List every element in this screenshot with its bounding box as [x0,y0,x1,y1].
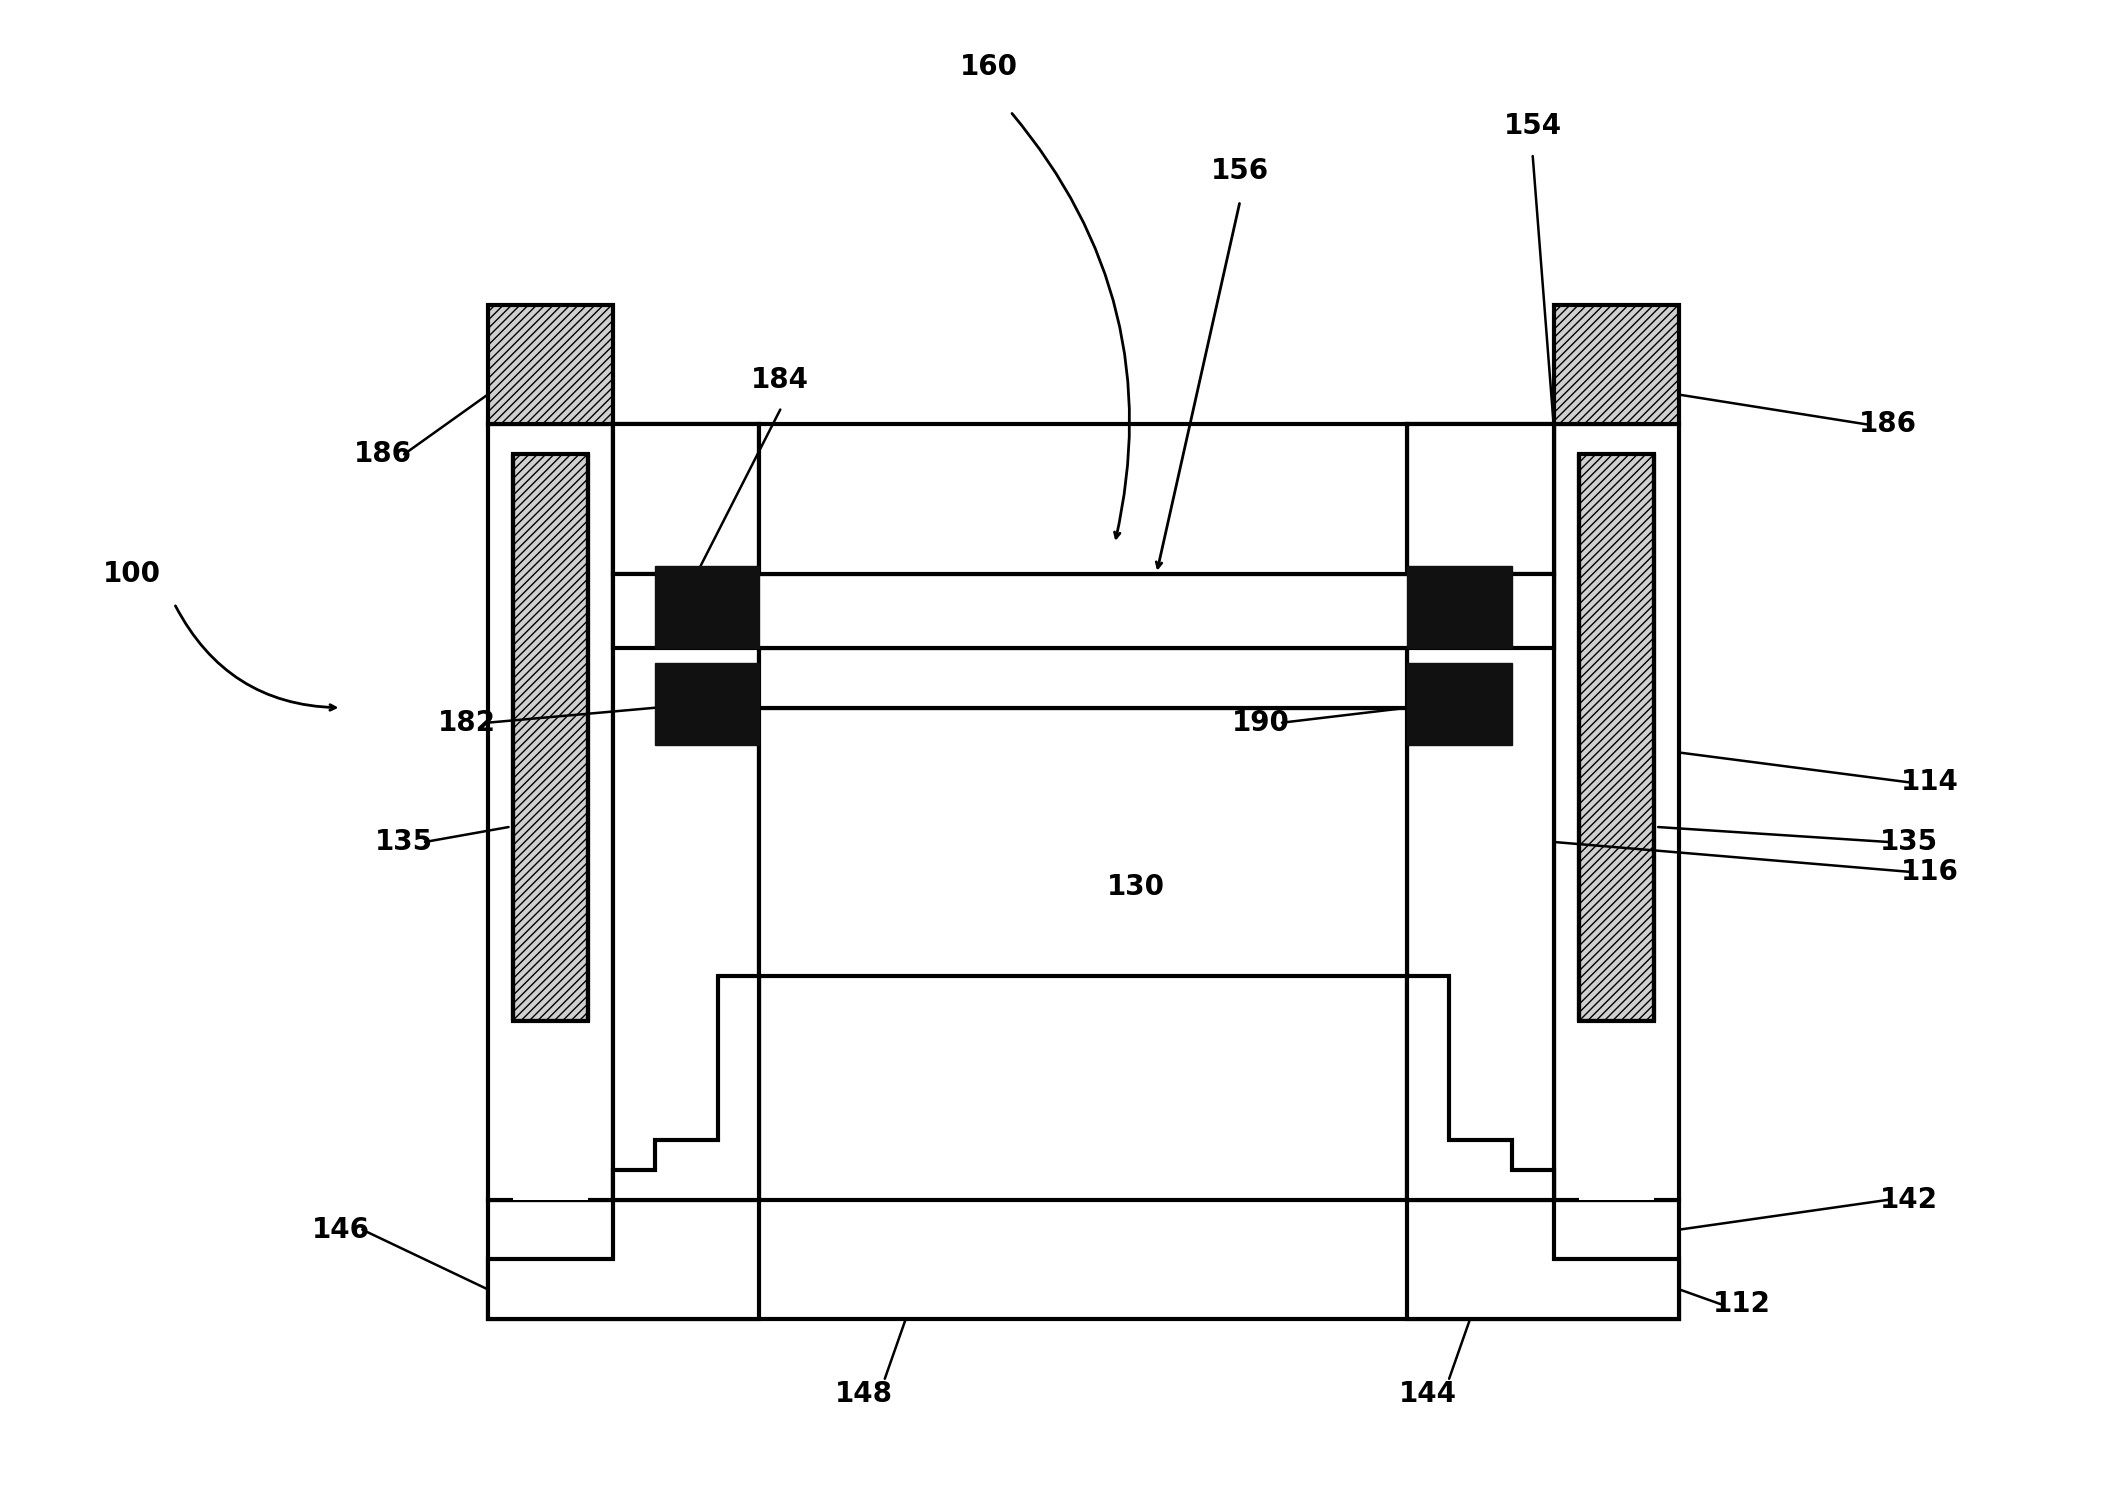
Text: 130: 130 [1107,873,1166,900]
Text: 114: 114 [1900,769,1959,796]
Polygon shape [654,664,760,745]
Text: 100: 100 [103,560,162,587]
Polygon shape [1408,424,1553,573]
Text: 144: 144 [1399,1380,1458,1407]
Polygon shape [513,1020,587,1199]
Polygon shape [1553,424,1679,1199]
Polygon shape [760,424,1408,573]
Text: 190: 190 [1233,709,1290,736]
Text: 112: 112 [1713,1290,1772,1318]
Polygon shape [612,424,760,1199]
Polygon shape [1408,977,1553,1199]
Text: 116: 116 [1900,858,1959,886]
Polygon shape [1408,1199,1679,1318]
Polygon shape [488,1199,760,1318]
Text: 142: 142 [1881,1186,1938,1215]
Text: 156: 156 [1212,157,1269,185]
Polygon shape [488,424,612,1199]
Polygon shape [1553,306,1679,424]
Polygon shape [1408,566,1513,649]
Polygon shape [654,566,760,649]
Polygon shape [612,977,760,1199]
Polygon shape [760,707,1408,977]
Polygon shape [1578,1020,1654,1199]
Text: 184: 184 [751,366,810,394]
Polygon shape [513,455,587,1020]
Polygon shape [1408,424,1553,1199]
Polygon shape [612,573,1553,649]
Polygon shape [1578,455,1654,1020]
Polygon shape [612,424,760,573]
Text: 186: 186 [1860,411,1917,438]
Text: 182: 182 [438,709,497,736]
Text: 135: 135 [1879,828,1938,856]
Polygon shape [1408,664,1513,745]
Text: 148: 148 [835,1380,892,1407]
Text: 146: 146 [311,1216,370,1243]
Text: 186: 186 [353,441,412,468]
Text: 154: 154 [1504,113,1561,140]
Polygon shape [760,649,1408,707]
Text: 160: 160 [959,53,1018,81]
Polygon shape [488,1199,1679,1318]
Polygon shape [488,306,612,424]
Text: 135: 135 [375,828,433,856]
